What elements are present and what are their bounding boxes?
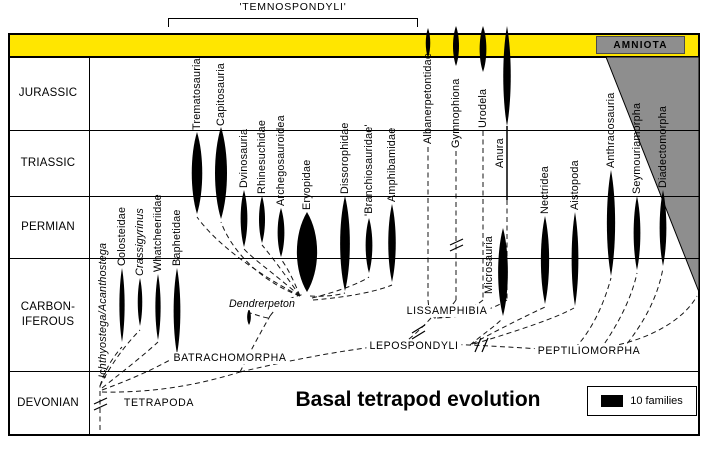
period-label-carbon-iferous: CARBON-IFEROUS [20,301,76,328]
taxon-label-seymouriamorpha: Seymouriamorpha [631,102,643,194]
period-boundary-line [8,130,700,131]
taxon-label-ichthyostega-acanthostega: Ichthyostega/Acanthostega [97,242,109,378]
period-label-devonian: DEVONIAN [17,397,79,410]
clade-label-peptiliomorpha: PEPTILIOMORPHA [534,345,644,357]
highlight-band [10,35,698,58]
clade-label-dendrerpeton: Dendrerpeton [226,298,298,310]
temnospondyli-bracket [168,18,418,27]
period-boundary-line [8,196,700,197]
taxon-label-aistopoda: Aistopoda [569,160,581,210]
taxon-label-albanerpetontidae: Albanerpetontidae [422,52,434,144]
taxon-label-whatcheeriidae: Whatcheeriidae [152,194,164,272]
period-column-divider [89,56,90,434]
clade-label-lepospondyli: LEPOSPONDYLI [366,340,462,352]
taxon-label-eryopidae: Eryopidae [301,159,313,210]
taxon-label-baphetidae: Baphetidae [171,209,183,266]
figure-title: Basal tetrapod evolution [295,388,541,411]
legend-swatch-10-families [601,395,624,407]
clade-label-tetrapoda: TETRAPODA [120,397,198,409]
taxon-label-amphibamidae: Amphibamidae [386,127,398,202]
amniota-label: AMNIOTA [596,36,685,54]
taxon-label-anura: Anura [494,138,506,168]
period-label-jurassic: JURASSIC [18,86,78,99]
taxon-label-crassigyrinus: Crassigyrinus [134,208,146,276]
taxon-label-rhinesuchidae: Rhinesuchidae [256,119,268,194]
period-label-permian: PERMIAN [21,220,75,233]
clade-label-lissamphibia: LISSAMPHIBIA [403,305,491,317]
taxon-label-archegosauroidea: Archegosauroidea [275,115,287,206]
taxon-label-trematosauria: Trematosauria [191,58,203,130]
taxon-label-dvinosauria: Dvinosauria [238,128,250,188]
taxon-label-dissorophidae: Dissorophidae [339,122,351,194]
taxon-label-capitosauria: Capitosauria [215,62,227,126]
taxon-label-gymnophiona: Gymnophiona [450,78,462,148]
taxon-label-microsauria: Microsauria [483,236,495,294]
period-boundary-line [8,258,700,259]
clade-label-batrachomorpha: BATRACHOMORPHA [170,352,290,364]
temnospondyli-label: 'TEMNOSPONDYLI' [239,1,347,13]
taxon-label-urodela: Urodela [477,88,489,128]
period-boundary-line [8,371,700,372]
taxon-label-anthracosauria: Anthracosauria [605,92,617,168]
taxon-label-nectridea: Nectridea [539,165,551,214]
legend-label: 10 families [630,395,683,407]
legend: 10 families [587,386,697,416]
period-label-triassic: TRIASSIC [20,156,76,169]
taxon-label-diadectomorpha: Diadectomorpha [657,105,669,188]
taxon-label-colosteidae: Colosteidae [116,206,128,266]
taxon-label-branchiosauridae: 'Branchiosauridae' [363,124,375,216]
